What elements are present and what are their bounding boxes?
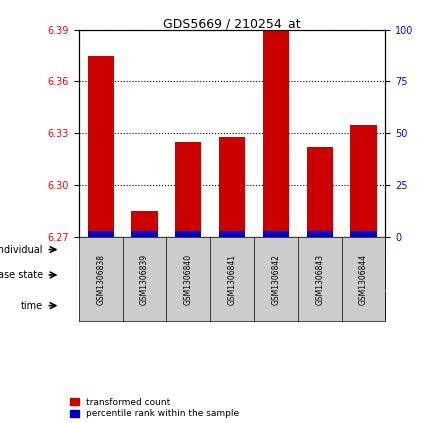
Text: MSKCC
LTS 207: MSKCC LTS 207 <box>262 243 290 256</box>
Text: 58.57
months
survival: 58.57 months survival <box>218 296 246 316</box>
Bar <box>350 231 377 237</box>
Text: GSM1306838: GSM1306838 <box>96 254 105 305</box>
Bar <box>307 147 333 237</box>
Bar <box>88 55 114 237</box>
Bar <box>131 211 158 237</box>
Text: time: time <box>21 301 43 310</box>
Text: Neural
GBM: Neural GBM <box>264 269 288 281</box>
Text: Proneural
GBM: Proneural GBM <box>215 269 249 281</box>
Text: GSM1306840: GSM1306840 <box>184 254 193 305</box>
Bar <box>263 30 289 237</box>
Text: GDS5669 / 210254_at: GDS5669 / 210254_at <box>163 17 301 30</box>
Text: MSKCC
LTS 202: MSKCC LTS 202 <box>131 243 159 256</box>
Text: Proneural
GBM: Proneural GBM <box>127 269 162 281</box>
Text: GSM1306842: GSM1306842 <box>272 254 280 305</box>
Text: 92.07
months
survival: 92.07 months survival <box>87 296 115 316</box>
Text: MSKCC
LTS 201: MSKCC LTS 201 <box>87 243 115 256</box>
Text: 138.30
months
survival: 138.30 months survival <box>262 296 290 316</box>
Text: GSM1306843: GSM1306843 <box>315 254 324 305</box>
Bar <box>219 137 245 237</box>
Bar <box>175 231 201 237</box>
Text: MSKCC
LTS 208: MSKCC LTS 208 <box>306 243 334 256</box>
Text: 62.20
months
survival: 62.20 months survival <box>174 296 202 316</box>
Legend: transformed count, percentile rank within the sample: transformed count, percentile rank withi… <box>70 398 240 418</box>
Text: MSKCC
LTS 209: MSKCC LTS 209 <box>350 243 378 256</box>
Text: GSM1306841: GSM1306841 <box>228 254 237 305</box>
Text: 62.50
months
survival: 62.50 months survival <box>350 296 378 316</box>
Bar <box>263 231 289 237</box>
Text: individual: individual <box>0 244 43 255</box>
Bar <box>219 231 245 237</box>
Text: disease state: disease state <box>0 270 43 280</box>
Text: Classical
GBM: Classical GBM <box>348 269 379 281</box>
Text: 64.30
months
survival: 64.30 months survival <box>306 296 334 316</box>
Text: Neural
GBM: Neural GBM <box>89 269 113 281</box>
Bar <box>175 142 201 237</box>
Text: GSM1306844: GSM1306844 <box>359 254 368 305</box>
Text: MSKCC
LTS 203: MSKCC LTS 203 <box>174 243 202 256</box>
Text: MSKCC
LTS 205: MSKCC LTS 205 <box>218 243 246 256</box>
Bar <box>307 231 333 237</box>
Bar <box>350 125 377 237</box>
Text: Classical
GBM: Classical GBM <box>173 269 204 281</box>
Text: Mesench
ymal GBM: Mesench ymal GBM <box>301 269 338 281</box>
Text: GSM1306839: GSM1306839 <box>140 254 149 305</box>
Bar <box>88 231 114 237</box>
Text: 50.60
months
survival: 50.60 months survival <box>131 296 159 316</box>
Bar <box>131 231 158 237</box>
